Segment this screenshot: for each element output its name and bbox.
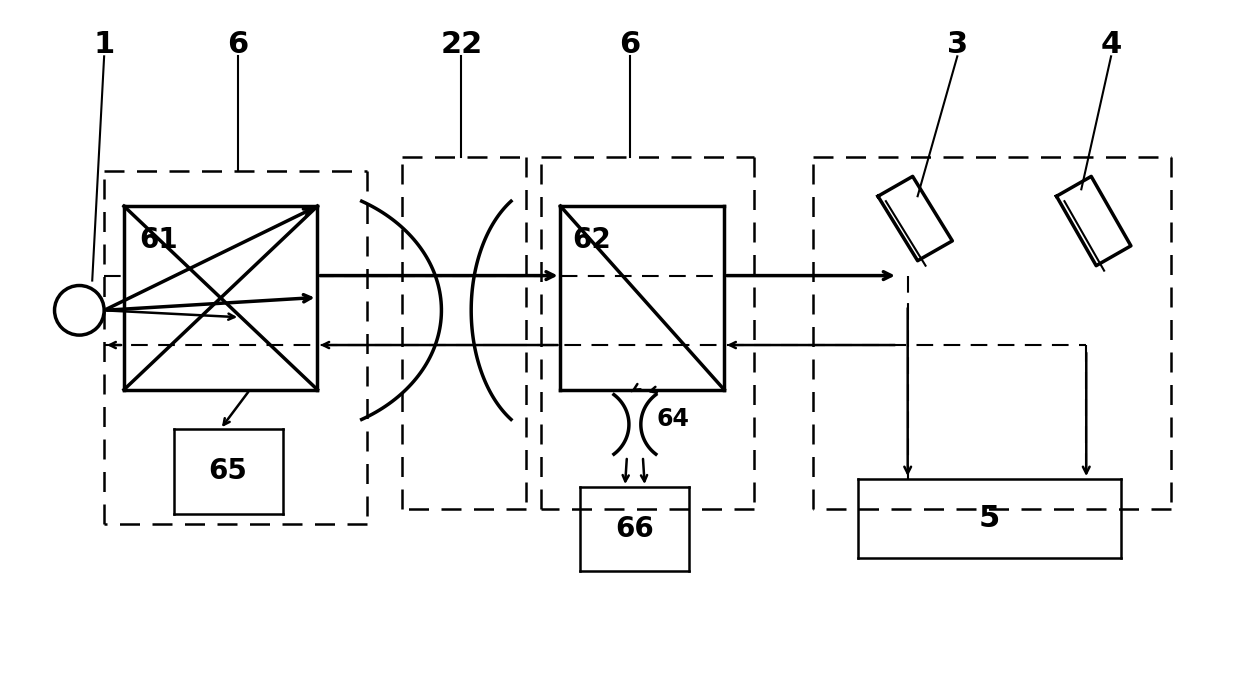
Text: 6: 6: [619, 30, 641, 59]
Text: 61: 61: [139, 226, 177, 254]
Text: 6: 6: [227, 30, 249, 59]
Text: 66: 66: [615, 514, 655, 542]
Text: 3: 3: [946, 30, 968, 59]
Text: 1: 1: [93, 30, 115, 59]
Text: 65: 65: [208, 457, 248, 485]
Text: 62: 62: [573, 226, 611, 254]
Text: 4: 4: [1100, 30, 1122, 59]
Text: 22: 22: [440, 30, 482, 59]
Text: 64: 64: [657, 408, 689, 431]
Text: 5: 5: [978, 504, 999, 533]
